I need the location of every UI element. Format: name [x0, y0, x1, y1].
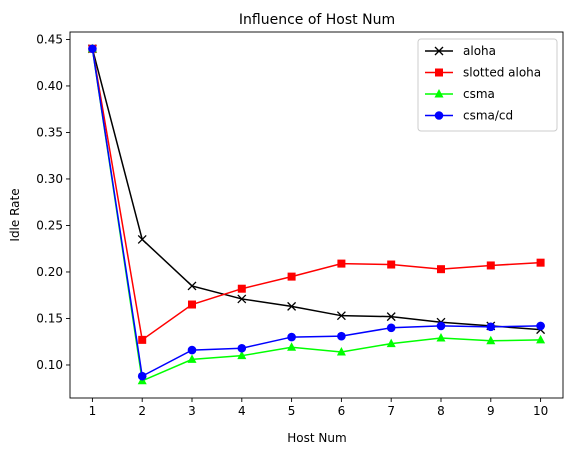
data-point-slotted-aloha — [536, 258, 545, 267]
data-point-slotted-aloha — [486, 261, 495, 270]
x-tick-label: 2 — [138, 404, 146, 418]
axes-frame — [69, 31, 564, 399]
y-tick-label: 0.45 — [36, 32, 63, 46]
series-line-aloha — [91, 48, 541, 331]
data-point-csma — [436, 333, 446, 342]
plot-area: 1 2 3 4 5 6 7 8 9 10 0.10 0.15 0.20 0.25 0.30 0.35 0.40 0… — [36, 31, 564, 418]
legend-marker-slotted-aloha — [435, 68, 443, 77]
data-point-csma-cd — [536, 321, 545, 331]
data-point-csma — [486, 335, 496, 345]
x-tick-label: 6 — [338, 404, 346, 418]
data-point-aloha — [137, 234, 147, 244]
data-point-aloha — [187, 281, 197, 291]
chart-title: Influence of Host Num — [239, 12, 395, 28]
data-point-csma — [237, 350, 247, 360]
y-tick-label: 0.20 — [36, 265, 63, 279]
y-tick-label: 0.15 — [36, 311, 63, 325]
data-point-csma-cd — [187, 345, 197, 355]
data-point-csma-cd — [386, 323, 396, 333]
x-axis-label: Host Num — [287, 431, 346, 445]
data-point-csma — [187, 354, 197, 363]
data-point-csma-cd — [237, 343, 247, 353]
legend-marker-csma-cd — [434, 111, 444, 120]
data-point-csma-cd — [287, 332, 296, 342]
series-line-csma-cd — [91, 48, 541, 378]
series-line-csma — [91, 48, 541, 382]
legend: aloha slotted aloha csma csma/cd — [417, 38, 558, 132]
data-point-csma-cd — [137, 371, 147, 381]
y-tick-label: 0.35 — [36, 125, 63, 139]
data-point-csma-cd — [436, 321, 446, 331]
x-tick-label: 5 — [288, 404, 296, 418]
legend-label-csma-cd: csma/cd — [463, 109, 513, 123]
legend-box — [417, 38, 558, 132]
data-point-aloha — [287, 301, 297, 311]
data-point-slotted-aloha — [436, 265, 445, 274]
data-point-slotted-aloha — [138, 335, 147, 344]
y-tick-label: 0.30 — [36, 172, 63, 186]
x-tick-label: 9 — [487, 404, 495, 418]
x-tick-label: 10 — [533, 404, 548, 418]
y-tick-label: 0.25 — [36, 218, 63, 232]
legend-label-aloha: aloha — [463, 44, 496, 58]
data-point-csma-cd — [88, 44, 97, 54]
x-tick-label: 1 — [89, 404, 97, 418]
legend-marker-aloha — [434, 46, 444, 56]
y-tick-label: 0.40 — [36, 79, 63, 93]
data-point-aloha — [336, 311, 346, 321]
data-point-slotted-aloha — [287, 272, 296, 281]
data-point-slotted-aloha — [237, 284, 246, 293]
legend-marker-csma — [434, 89, 444, 98]
x-tick-label: 7 — [387, 404, 395, 418]
data-point-csma — [287, 342, 297, 351]
x-tick-label: 3 — [188, 404, 196, 418]
data-point-aloha — [237, 294, 247, 304]
data-point-slotted-aloha — [387, 260, 396, 269]
x-tick-label: 8 — [437, 404, 445, 418]
data-point-slotted-aloha — [188, 300, 197, 309]
data-point-slotted-aloha — [337, 259, 346, 268]
data-point-csma — [336, 346, 346, 356]
data-point-aloha — [386, 312, 396, 322]
data-point-csma-cd — [337, 331, 346, 341]
series-line-slotted-aloha — [91, 48, 541, 342]
x-tick-label: 4 — [238, 404, 246, 418]
data-point-csma-cd — [486, 322, 496, 332]
legend-label-csma: csma — [463, 87, 495, 101]
data-point-csma — [386, 338, 396, 348]
legend-label-slotted-aloha: slotted aloha — [463, 66, 541, 80]
y-axis-label: Idle Rate — [8, 188, 22, 241]
y-tick-label: 0.10 — [36, 358, 63, 372]
data-point-csma — [536, 334, 546, 344]
